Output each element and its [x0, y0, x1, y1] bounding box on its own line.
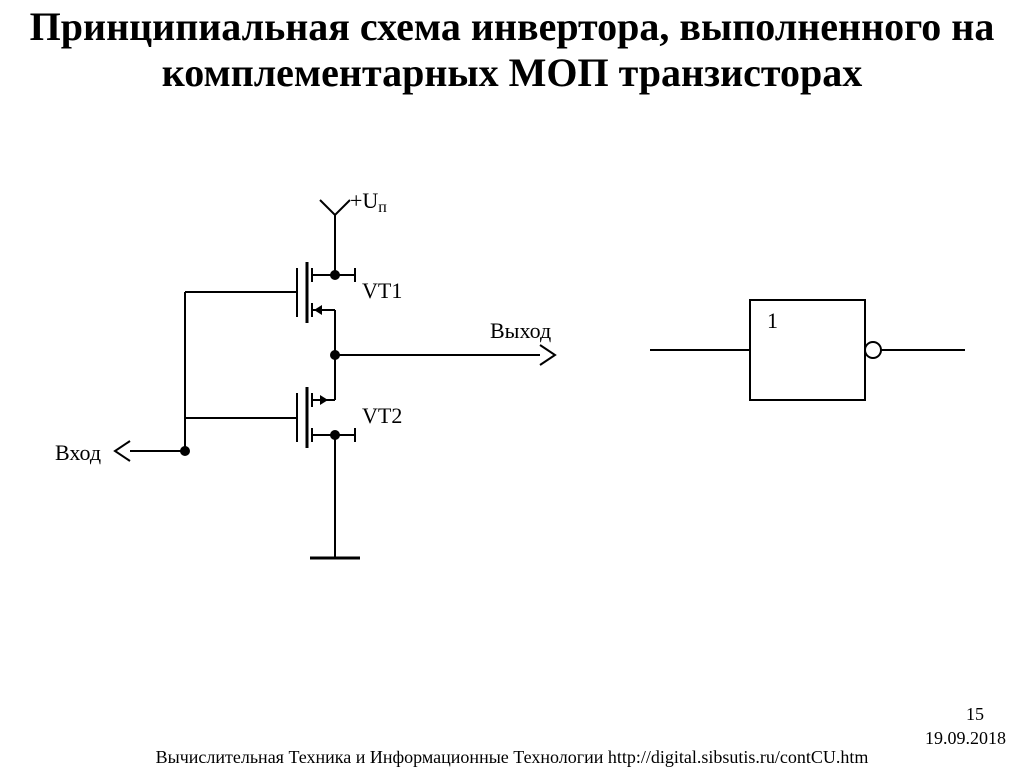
- power-terminal-icon: [320, 200, 350, 215]
- circuit-diagram: +Uп VT1 VT2 Выход Вход 1: [0, 180, 1024, 680]
- gate-label: 1: [767, 308, 778, 333]
- input-label: Вход: [55, 440, 101, 465]
- footer-date: 19.09.2018: [925, 728, 1006, 749]
- inversion-bubble-icon: [865, 342, 881, 358]
- footer-text: Вычислительная Техника и Информационные …: [156, 747, 869, 768]
- footer-page-number: 15: [966, 704, 984, 725]
- vt2-label: VT2: [362, 403, 402, 428]
- page-title: Принципиальная схема инвертора, выполнен…: [0, 0, 1024, 96]
- output-label: Выход: [490, 318, 551, 343]
- vt1-label: VT1: [362, 278, 402, 303]
- power-label: +Uп: [350, 188, 387, 216]
